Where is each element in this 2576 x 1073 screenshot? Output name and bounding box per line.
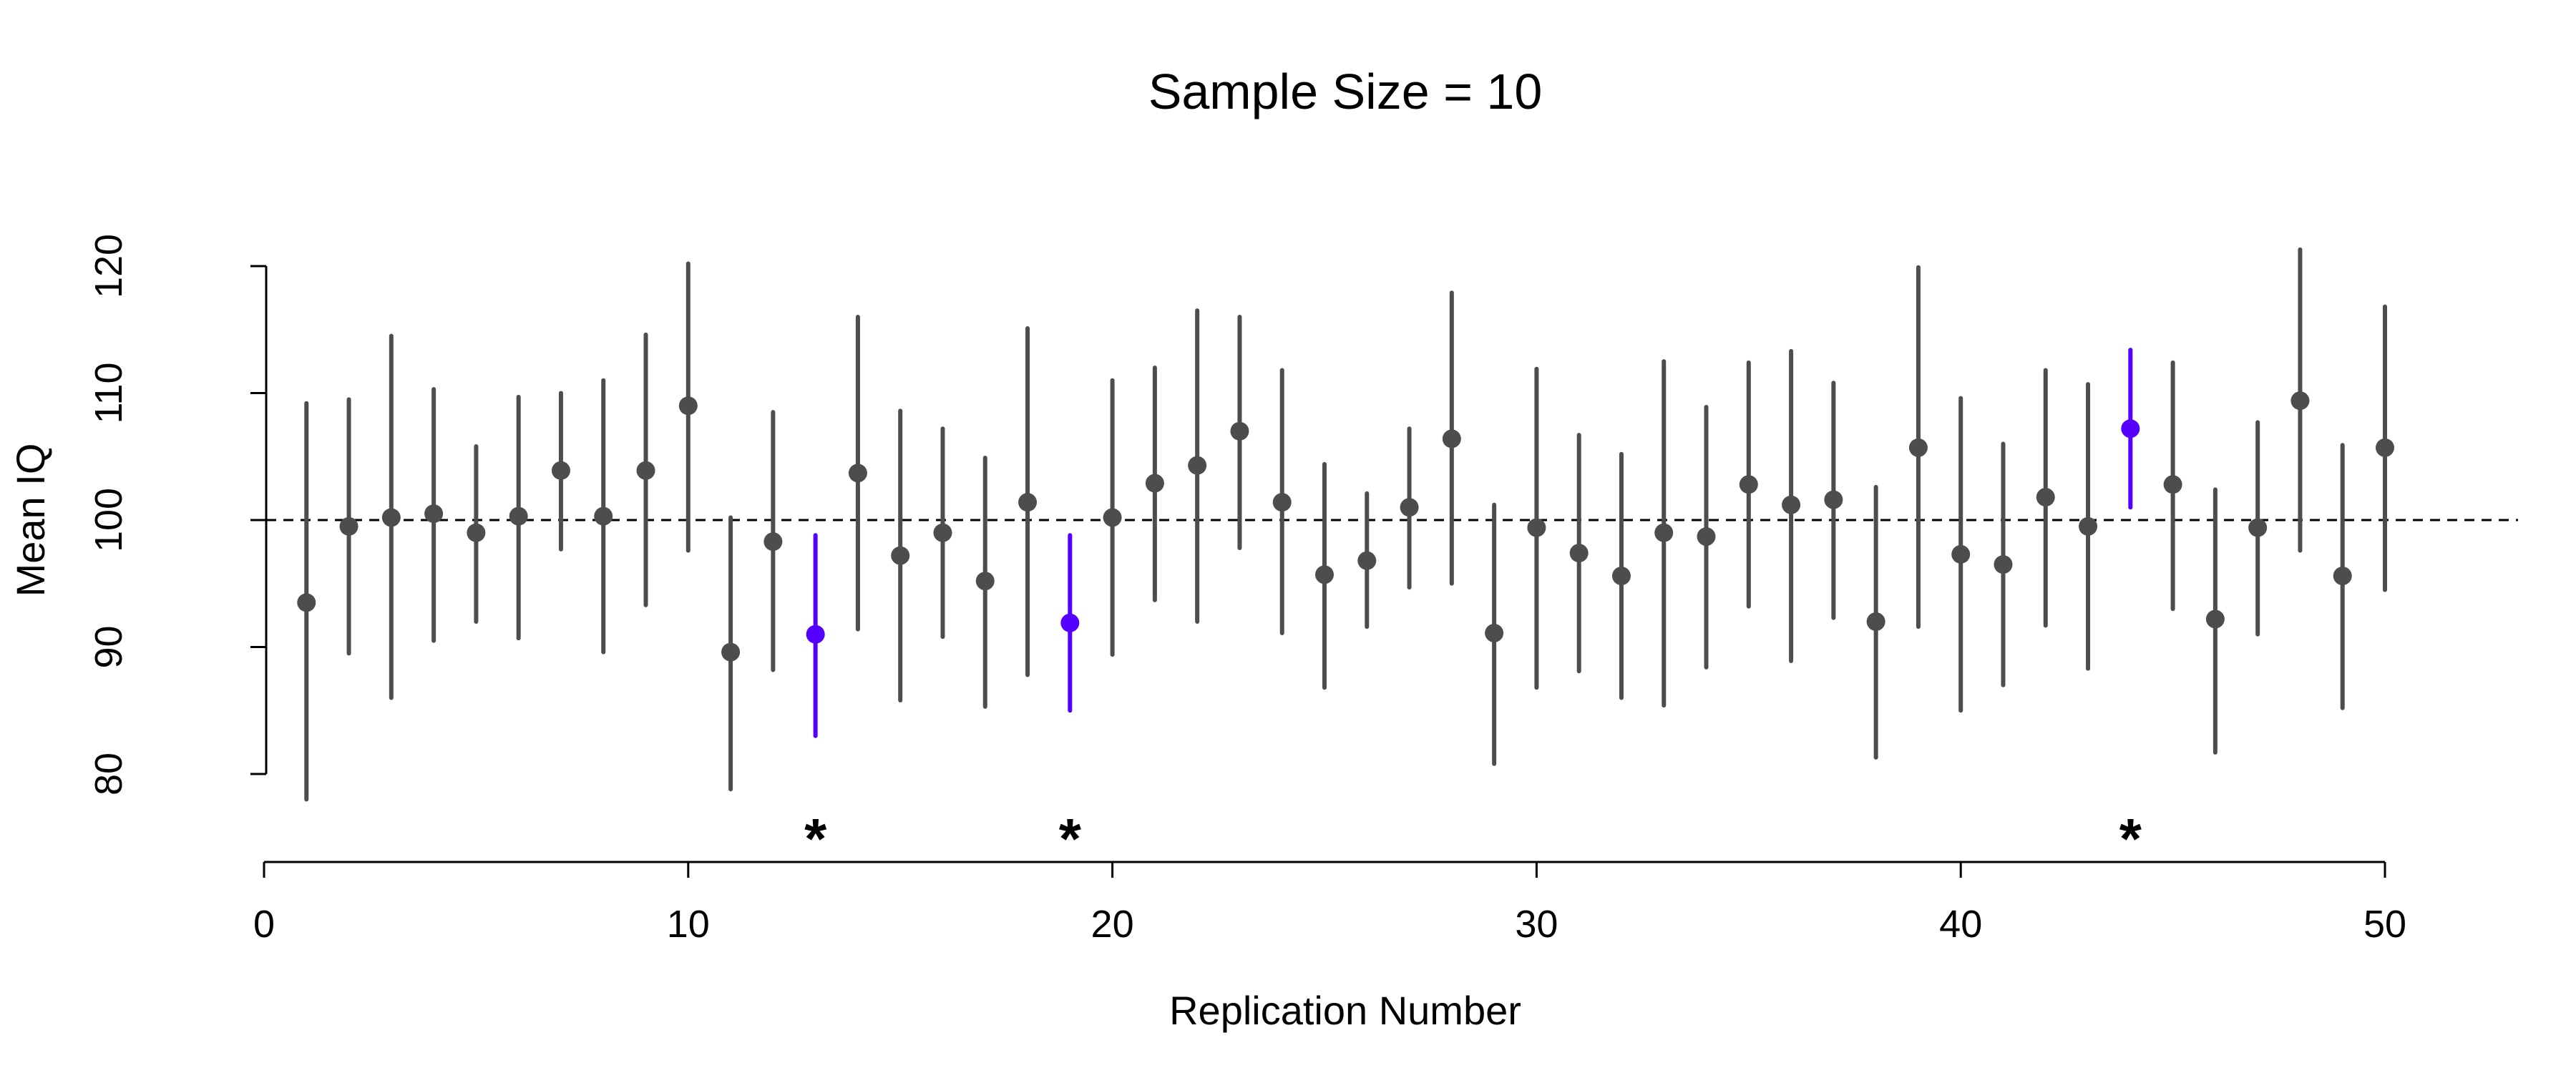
x-axis-title: Replication Number (1169, 988, 1521, 1033)
mean-point (297, 593, 316, 612)
mean-point (806, 624, 825, 644)
mean-point (509, 506, 528, 526)
mean-point (2079, 516, 2098, 536)
mean-point (2205, 609, 2225, 629)
mean-point (1654, 523, 1674, 542)
significance-asterisk: * (1059, 807, 1082, 871)
mean-point (1442, 429, 1461, 449)
mean-point (1485, 623, 1504, 642)
mean-point (1103, 508, 1122, 527)
y-tick-label: 110 (87, 362, 130, 423)
mean-point (763, 532, 783, 552)
chart-title: Sample Size = 10 (1148, 64, 1543, 119)
y-tick-label: 90 (87, 625, 130, 668)
significance-asterisk: * (2119, 807, 2142, 871)
mean-point (975, 572, 995, 591)
mean-point (1060, 613, 1080, 632)
mean-point (1739, 475, 1758, 494)
mean-point (2163, 475, 2182, 494)
mean-point (1569, 544, 1589, 563)
mean-point (1824, 490, 1843, 509)
x-tick-label: 30 (1515, 903, 1558, 946)
mean-point (1188, 456, 1207, 475)
mean-point (2333, 567, 2352, 586)
y-tick-label: 120 (87, 234, 130, 298)
y-tick-label: 80 (87, 753, 130, 795)
mean-point (1315, 565, 1334, 584)
y-axis-title: Mean IQ (8, 444, 53, 597)
mean-point (339, 516, 358, 536)
mean-point (678, 396, 698, 416)
x-tick-label: 10 (667, 903, 710, 946)
mean-point (1697, 527, 1716, 547)
axes: 0 10 20 30 40 50 80 90 100 110 120 (87, 234, 2406, 946)
mean-point (891, 546, 910, 565)
mean-point (1866, 612, 1885, 631)
mean-point (467, 523, 486, 542)
mean-point (2036, 488, 2055, 507)
mean-point (1908, 438, 1928, 457)
mean-point (721, 642, 741, 662)
mean-point (1527, 518, 1546, 537)
mean-point (1951, 544, 1971, 564)
mean-point (424, 504, 444, 524)
x-tick-label: 40 (1939, 903, 1982, 946)
x-tick-label: 50 (2363, 903, 2406, 946)
mean-point (1611, 567, 1631, 586)
mean-point (1357, 551, 1377, 570)
significance-asterisk: * (804, 807, 827, 871)
mean-point (1145, 474, 1164, 493)
mean-point (1400, 498, 1419, 517)
mean-point (933, 523, 952, 542)
mean-point (848, 464, 867, 483)
x-tick-label: 0 (253, 903, 275, 946)
mean-point (2290, 391, 2310, 411)
mean-point (381, 508, 401, 527)
mean-point (1782, 495, 1801, 514)
mean-point (1230, 421, 1249, 441)
mean-point (2121, 419, 2140, 438)
x-tick-label: 20 (1091, 903, 1134, 946)
data-marks: * * * (266, 247, 2518, 871)
y-tick-label: 100 (87, 488, 130, 552)
mean-point (1018, 493, 1038, 512)
mean-point (1994, 555, 2013, 574)
mean-point (551, 461, 570, 480)
mean-point (636, 461, 655, 480)
mean-point (2248, 518, 2268, 537)
mean-point (594, 506, 613, 526)
mean-point (2376, 438, 2394, 457)
mean-point (1272, 493, 1292, 512)
